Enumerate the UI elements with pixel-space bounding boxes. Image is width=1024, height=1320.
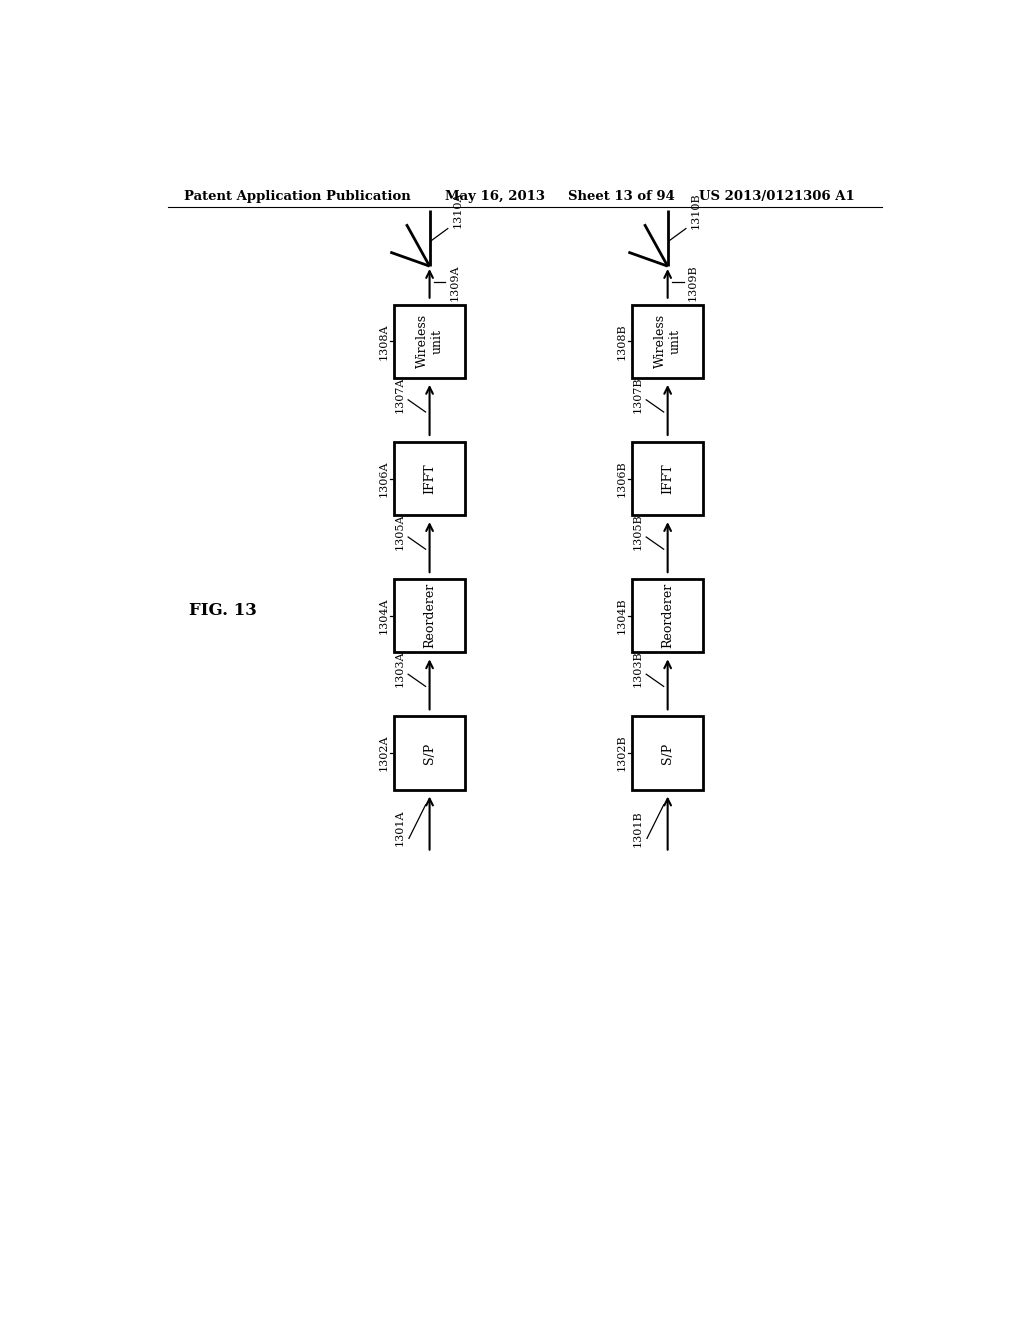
Text: IFFT: IFFT bbox=[423, 463, 436, 494]
Text: S/P: S/P bbox=[662, 742, 674, 763]
Text: 1308B: 1308B bbox=[616, 323, 627, 359]
Bar bbox=[632, 717, 703, 789]
Bar bbox=[632, 579, 703, 652]
Bar bbox=[632, 305, 703, 378]
Text: FIG. 13: FIG. 13 bbox=[189, 602, 257, 619]
Text: Patent Application Publication: Patent Application Publication bbox=[183, 190, 411, 202]
Text: Wireless
unit: Wireless unit bbox=[416, 314, 443, 368]
Bar bbox=[394, 305, 465, 378]
Text: S/P: S/P bbox=[423, 742, 436, 763]
Text: 1307A: 1307A bbox=[394, 376, 404, 413]
Text: 1303A: 1303A bbox=[394, 651, 404, 688]
Text: Reorderer: Reorderer bbox=[662, 583, 674, 648]
Text: 1307B: 1307B bbox=[633, 376, 642, 413]
Text: 1308A: 1308A bbox=[379, 323, 388, 359]
Text: 1303B: 1303B bbox=[633, 651, 642, 688]
Text: 1305A: 1305A bbox=[394, 513, 404, 550]
Text: Sheet 13 of 94: Sheet 13 of 94 bbox=[568, 190, 675, 202]
Bar bbox=[394, 579, 465, 652]
Text: IFFT: IFFT bbox=[662, 463, 674, 494]
Text: 1302B: 1302B bbox=[616, 735, 627, 771]
Bar bbox=[632, 442, 703, 515]
Text: 1305B: 1305B bbox=[633, 513, 642, 550]
Text: 1302A: 1302A bbox=[379, 735, 388, 771]
Text: Reorderer: Reorderer bbox=[423, 583, 436, 648]
Text: 1310A: 1310A bbox=[453, 191, 463, 228]
Bar bbox=[394, 717, 465, 789]
Text: 1304B: 1304B bbox=[616, 598, 627, 634]
Bar bbox=[394, 442, 465, 515]
Text: Wireless
unit: Wireless unit bbox=[653, 314, 682, 368]
Text: US 2013/0121306 A1: US 2013/0121306 A1 bbox=[699, 190, 855, 202]
Text: 1301B: 1301B bbox=[633, 810, 642, 846]
Text: 1309B: 1309B bbox=[688, 264, 698, 301]
Text: 1306B: 1306B bbox=[616, 461, 627, 496]
Text: May 16, 2013: May 16, 2013 bbox=[445, 190, 546, 202]
Text: 1306A: 1306A bbox=[379, 461, 388, 496]
Text: 1304A: 1304A bbox=[379, 598, 388, 634]
Text: 1310B: 1310B bbox=[690, 191, 700, 228]
Text: 1309A: 1309A bbox=[450, 264, 460, 301]
Text: 1301A: 1301A bbox=[394, 810, 404, 846]
